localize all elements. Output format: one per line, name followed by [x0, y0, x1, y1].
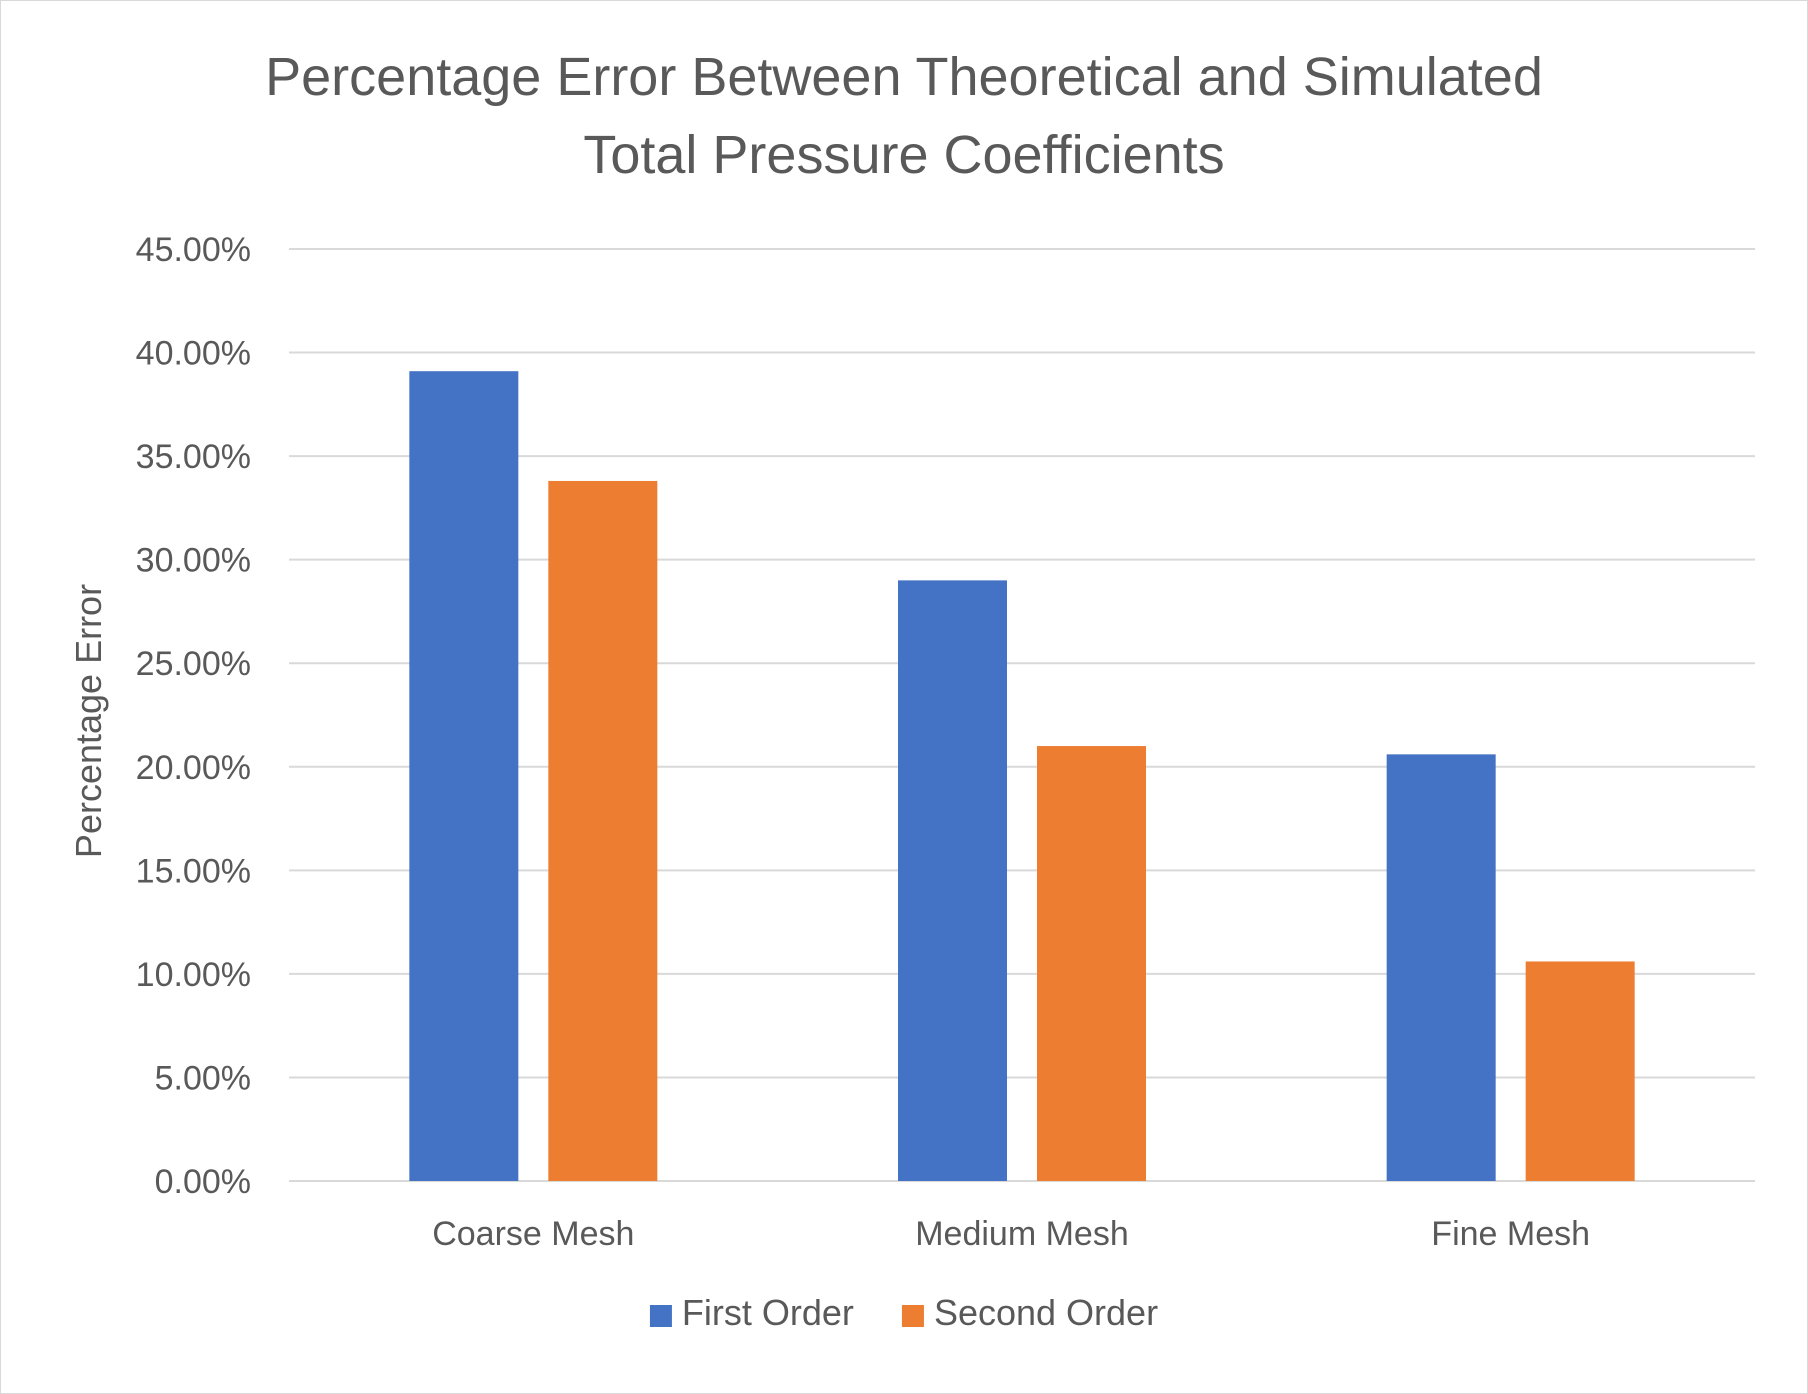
chart-title-line-1: Percentage Error Between Theoretical and… [265, 47, 1543, 107]
legend: First Order Second Order [649, 1292, 1158, 1333]
y-axis-ticks: 0.00% 5.00% 10.00% 15.00% 20.00% 25.00% 30.00%… [136, 231, 251, 1201]
y-tick-label: 10.00% [136, 956, 251, 994]
y-tick-label: 25.00% [136, 645, 251, 683]
y-tick-label: 40.00% [136, 335, 251, 373]
bar-first-order-coarse-mesh [409, 371, 519, 1181]
bar-first-order-fine-mesh [1386, 754, 1496, 1181]
bar-second-order-coarse-mesh [548, 480, 658, 1181]
x-tick-label: Medium Mesh [915, 1215, 1129, 1253]
y-tick-label: 45.00% [136, 231, 251, 269]
y-tick-label: 15.00% [136, 852, 251, 890]
legend-swatch [649, 1305, 672, 1327]
y-tick-label: 35.00% [136, 438, 251, 476]
y-tick-label: 20.00% [136, 749, 251, 787]
chart-title: Percentage Error Between Theoretical and… [265, 47, 1543, 185]
y-tick-label: 30.00% [136, 542, 251, 580]
x-tick-label: Fine Mesh [1431, 1215, 1590, 1253]
y-tick-label: 0.00% [155, 1163, 251, 1201]
gridlines [289, 248, 1755, 1182]
y-tick-label: 5.00% [155, 1059, 251, 1097]
bars [409, 371, 1635, 1181]
legend-item-second-order: Second Order [901, 1292, 1158, 1333]
legend-label: Second Order [934, 1292, 1158, 1333]
bar-second-order-fine-mesh [1525, 961, 1635, 1181]
chart-title-line-2: Total Pressure Coefficients [583, 125, 1224, 185]
bar-second-order-medium-mesh [1037, 746, 1146, 1181]
x-tick-label: Coarse Mesh [432, 1215, 634, 1253]
legend-label: First Order [682, 1292, 854, 1333]
x-axis-ticks: Coarse Mesh Medium Mesh Fine Mesh [432, 1215, 1590, 1253]
legend-item-first-order: First Order [649, 1292, 854, 1333]
y-axis-title: Percentage Error [68, 584, 109, 858]
bar-first-order-medium-mesh [898, 580, 1007, 1181]
legend-swatch [901, 1305, 924, 1327]
